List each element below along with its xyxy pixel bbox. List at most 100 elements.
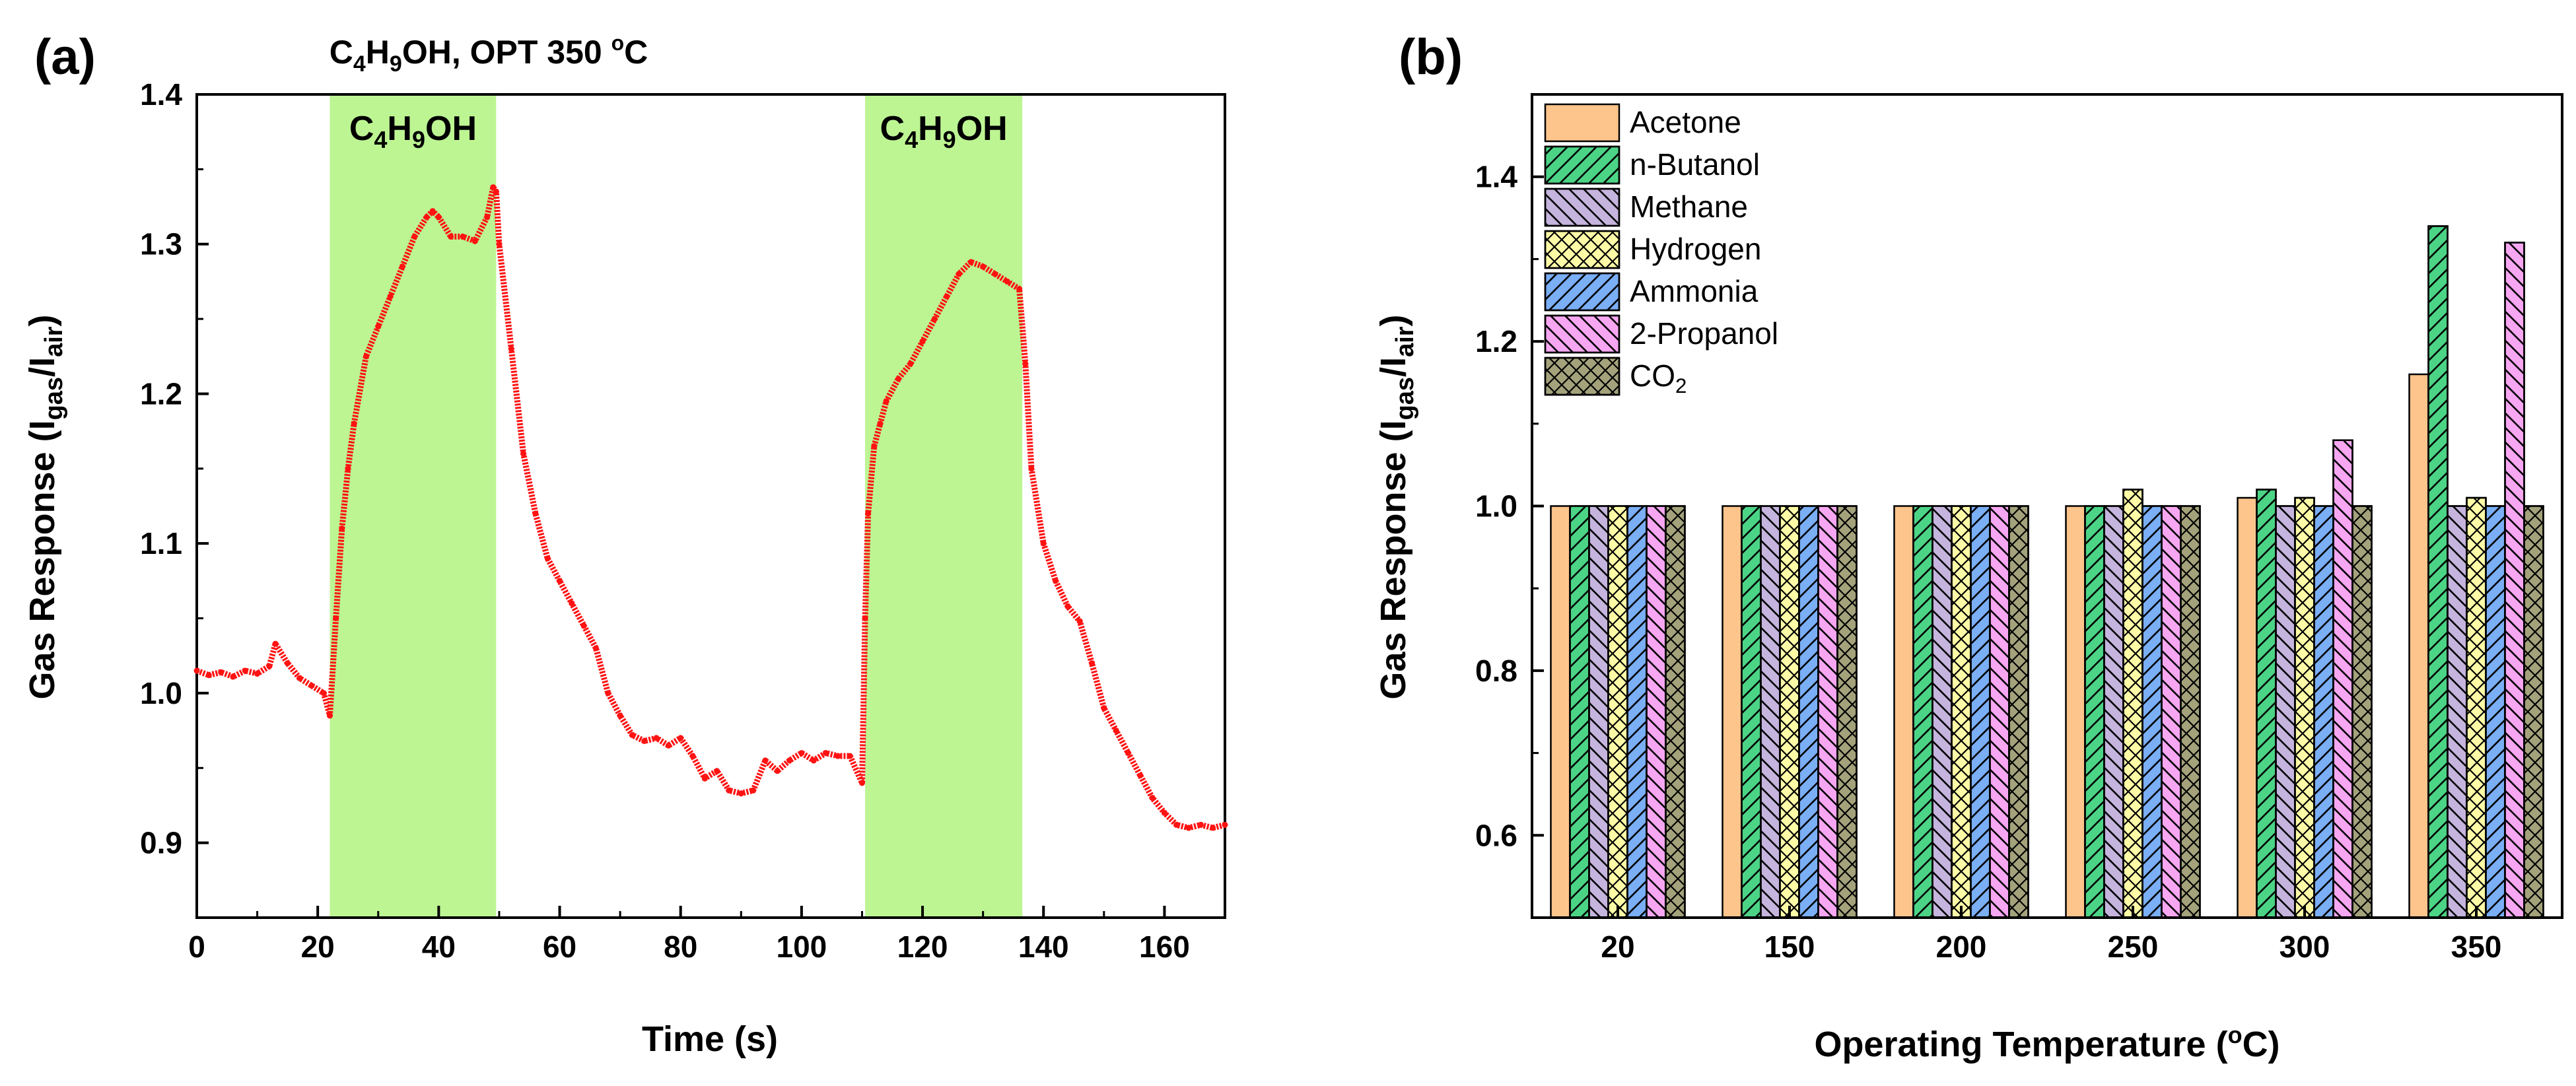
data-point (617, 712, 623, 719)
legend-swatch-hatch (1544, 187, 1620, 227)
legend-swatch-hatch (1544, 356, 1620, 396)
legend-swatch-hatch (1544, 272, 1620, 312)
legend-label: Acetone (1630, 105, 1741, 139)
legend-label: n-Butanol (1630, 147, 1760, 182)
data-point (750, 787, 757, 794)
data-point (296, 675, 303, 681)
bar-hatch (2504, 242, 2525, 919)
data-point (496, 241, 503, 248)
data-point (193, 667, 200, 674)
y-tick-label: 1.0 (140, 676, 182, 710)
data-point (345, 465, 351, 472)
data-point (339, 526, 345, 532)
data-point (1210, 825, 1216, 831)
y-tick-label: 1.4 (1475, 160, 1517, 194)
legend-label: Ammonia (1630, 274, 1758, 308)
data-point (786, 757, 793, 764)
data-point (641, 737, 648, 744)
data-point (1161, 809, 1167, 816)
bar-hatch (1626, 505, 1648, 919)
exposure-region-2 (865, 94, 1023, 918)
legend-label: 2-Propanol (1630, 316, 1778, 351)
data-point (284, 660, 291, 667)
data-point (484, 214, 491, 221)
data-point (320, 690, 327, 696)
data-point (411, 233, 418, 240)
data-point (387, 293, 394, 300)
bar-hatch (1760, 505, 1781, 919)
data-point (810, 757, 817, 764)
data-point (493, 188, 499, 195)
legend-swatch (1544, 103, 1620, 143)
data-point (471, 238, 478, 244)
bar-hatch (1951, 505, 1972, 919)
legend: Acetone n-Butanol Methane Hydrogen Ammonia 2-… (1544, 103, 1778, 397)
x-tick-label: 120 (897, 930, 948, 964)
data-point (919, 338, 926, 345)
response-curve (195, 184, 1226, 831)
bar-acetone-150 (1722, 505, 1743, 919)
bar-hatch (1741, 505, 1762, 919)
panel-a-x-axis-title: Time (s) (642, 1019, 778, 1059)
data-point (266, 663, 273, 669)
data-point (429, 208, 436, 215)
grouped-bars (1550, 225, 2544, 919)
x-tick-label: 20 (1601, 930, 1634, 964)
data-point (399, 263, 405, 270)
bar-hatch (2332, 439, 2353, 919)
panel-b-y-axis-title: Gas Response (Igas/Iair) (1374, 314, 1419, 699)
data-point (230, 673, 236, 680)
bar-hatch (2084, 505, 2105, 919)
data-point (1004, 278, 1010, 285)
panel-a-line-chart: (a) C4H9OH, OPT 350 oC C4H9OH C4H9OH 0 20 4… (22, 29, 1228, 1059)
bar-hatch (2161, 505, 2182, 919)
bar-acetone-350 (2408, 373, 2429, 919)
bar-hatch (1970, 505, 1991, 919)
bar-hatch (2523, 505, 2544, 919)
data-point (1222, 821, 1228, 828)
data-point (1022, 360, 1029, 367)
data-point (254, 670, 261, 677)
data-point (738, 790, 744, 797)
bar-hatch (1836, 505, 1858, 919)
bar-hatch (1932, 505, 1953, 919)
data-point (823, 750, 829, 757)
data-point (992, 271, 998, 277)
panel-a-plot-frame (195, 93, 1226, 919)
bar-hatch (1779, 505, 1800, 919)
data-point (375, 323, 382, 329)
data-point (967, 259, 974, 265)
panel-a-label: (a) (34, 29, 96, 85)
bar-hatch (2294, 496, 2315, 919)
bar-hatch (1569, 505, 1590, 919)
data-point (423, 214, 430, 221)
bar-hatch (2447, 505, 2468, 919)
y-tick-label: 1.2 (1475, 324, 1517, 358)
bar-acetone-250 (2065, 505, 2086, 919)
panel-a-title: C4H9OH, OPT 350 oC (330, 31, 648, 77)
data-point (858, 780, 865, 786)
x-tick-label: 250 (2108, 930, 2159, 964)
x-tick-label: 40 (422, 930, 456, 964)
data-point (895, 376, 901, 382)
data-point (629, 731, 635, 738)
data-point (532, 510, 539, 517)
bar-acetone-200 (1893, 505, 1914, 919)
data-point (665, 742, 672, 749)
y-tick-label: 0.9 (140, 826, 182, 860)
bar-hatch (2141, 505, 2163, 919)
data-point (1125, 750, 1131, 757)
x-tick-label: 20 (301, 930, 335, 964)
data-point (847, 753, 853, 759)
panel-b-x-axis: 20 150 200 250 300 350 (1601, 906, 2501, 964)
legend-swatch-hatch (1544, 314, 1620, 354)
data-point (1197, 821, 1204, 828)
exposure-labels: C4H9OH C4H9OH (349, 110, 1008, 153)
legend-label: Methane (1630, 189, 1748, 224)
x-tick-label: 60 (543, 930, 576, 964)
bar-hatch (2313, 505, 2334, 919)
x-tick-label: 0 (188, 930, 205, 964)
data-point (877, 421, 884, 427)
data-point (605, 690, 611, 696)
data-point (218, 669, 225, 675)
